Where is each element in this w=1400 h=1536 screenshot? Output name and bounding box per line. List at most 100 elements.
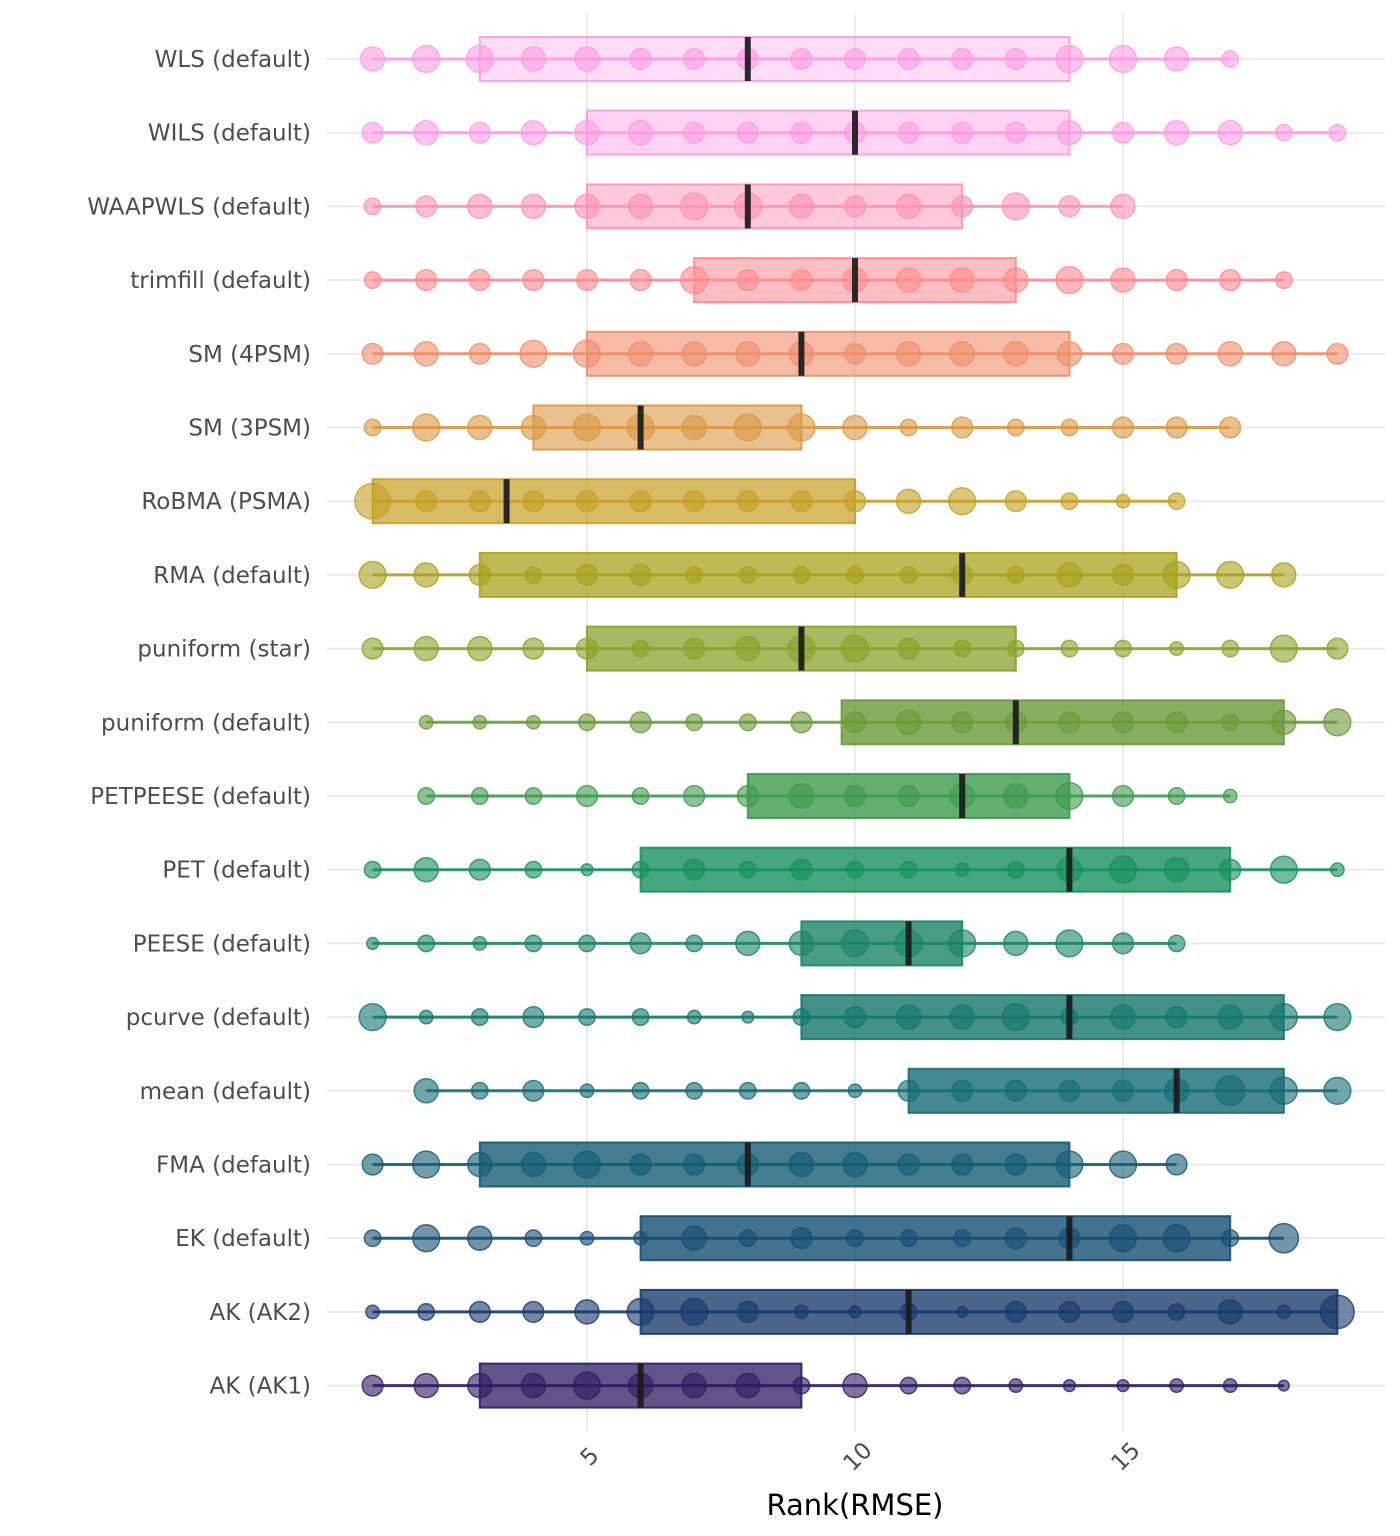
rank-point [733,413,762,442]
rank-point [627,193,654,220]
rank-point [793,1304,809,1320]
rank-point [358,1002,387,1032]
rank-point [467,1225,493,1251]
rank-point [792,565,811,584]
rank-point [631,1081,650,1100]
rank-point [524,934,543,953]
rank-point [1060,639,1079,658]
rank-point [1326,342,1349,365]
method-row [363,1215,1300,1262]
rank-point [1004,121,1027,144]
rank-point [951,195,974,218]
rank-point [1319,1294,1355,1330]
rank-point [415,490,438,513]
rank-point [736,784,759,808]
rank-point [897,121,920,144]
rank-point [953,1229,972,1248]
rank-point [683,858,706,881]
rank-point [847,1083,863,1099]
rank-point [470,1081,489,1100]
rank-point [683,637,706,660]
rank-point [629,47,652,71]
rank-point [951,121,974,144]
rank-point [790,858,813,881]
rank-point [467,414,493,441]
rank-point [1056,341,1083,367]
rank-point [953,1376,972,1395]
rank-point [683,490,706,513]
rank-point [1116,1379,1130,1393]
rank-point [572,339,602,368]
rank-point [895,267,922,293]
rank-point [1003,341,1029,367]
x-tick-label: 15 [1107,1438,1146,1477]
rank-point [1269,1076,1298,1105]
rank-point [472,714,488,730]
rank-point [843,1005,867,1029]
rank-point [413,635,439,662]
x-axis-title: Rank(RMSE) [767,1488,944,1522]
rank-point [1111,932,1135,955]
method-row [366,920,1186,967]
rank-point [846,1229,864,1248]
rank-point [1004,490,1027,513]
y-axis-label: trimfill (default) [130,268,311,294]
rank-point [899,860,918,879]
rank-point [738,565,757,584]
rank-point [846,860,864,879]
rank-point [788,783,815,809]
rank-point [629,711,652,734]
rank-point [1108,855,1138,884]
x-axis-tick-labels: 5 10 15 [576,1438,1146,1477]
median-marker [1066,1216,1073,1261]
rank-point [787,413,816,442]
rank-point [470,1008,489,1027]
iqr-box [639,1215,1232,1262]
rank-point [1055,781,1084,811]
rank-point [1162,560,1191,590]
rank-point [738,1229,757,1248]
rank-point [897,637,920,660]
y-axis-label: RMA (default) [153,563,311,589]
rank-point [1111,121,1135,144]
rank-point [1055,265,1084,295]
rank-point [363,418,382,437]
rank-point [627,341,654,367]
rank-point [1114,639,1132,658]
iqr-box [800,920,964,967]
x-tick-label: 10 [839,1438,878,1477]
rank-point [683,784,706,808]
rank-point [417,1302,436,1321]
rank-point [413,1372,439,1399]
rank-point [951,1079,974,1102]
rank-point [1274,123,1293,142]
rank-point [575,563,599,587]
median-marker [798,626,805,671]
rank-point [1271,709,1297,736]
rank-point [1221,713,1240,732]
rank-point [790,711,813,734]
rank-point [681,414,707,441]
median-marker [744,1142,751,1187]
rank-point [520,1372,547,1399]
method-row [418,699,1352,746]
rank-point [1111,563,1135,587]
rank-point [575,784,599,808]
y-axis-label: AK (AK1) [209,1374,311,1400]
rank-point [412,413,441,442]
rank-point [1329,862,1345,878]
rank-point [1108,44,1138,74]
rank-point [1269,855,1298,884]
rank-point [578,713,596,732]
rank-point [738,713,757,732]
rank-point [1001,1002,1030,1032]
rank-point [575,268,599,292]
rank-point [1169,1378,1185,1394]
rank-point [1165,416,1188,439]
rank-point [365,1304,381,1320]
rank-point [1217,119,1243,146]
y-axis-label: FMA (default) [156,1153,311,1179]
rank-point [1163,856,1190,883]
rank-point [1274,271,1293,290]
